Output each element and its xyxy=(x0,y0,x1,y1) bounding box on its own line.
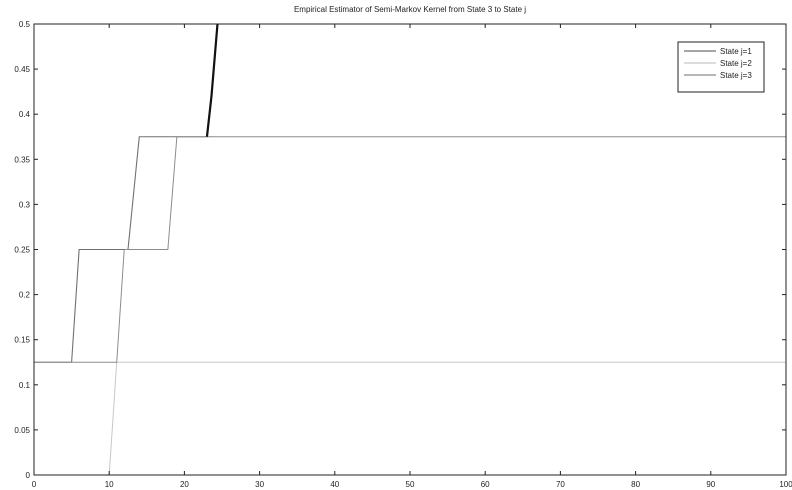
y-tick-label: 0.1 xyxy=(19,381,31,390)
y-tick-label: 0.4 xyxy=(19,110,31,119)
legend-label-3: State j=3 xyxy=(720,71,752,80)
x-tick-label: 20 xyxy=(180,480,189,489)
series-line-1 xyxy=(108,361,786,476)
chart-title: Empirical Estimator of Semi-Markov Kerne… xyxy=(294,5,526,14)
axes-layer: 0 10 20 30 40 50 60 70 80 90 100 0 0.05 0.1 0.15 0.2 0.2… xyxy=(14,20,792,489)
x-tick-label: 10 xyxy=(105,480,114,489)
x-tick-label: 100 xyxy=(779,480,792,489)
y-tick-label: 0.2 xyxy=(19,291,31,300)
y-tick-label: 0.3 xyxy=(19,200,31,209)
series-line-2 xyxy=(34,136,786,363)
plot-layer xyxy=(34,23,786,476)
x-tick-label: 60 xyxy=(481,480,490,489)
y-tick-label: 0.45 xyxy=(14,65,30,74)
legend-layer: State j=1 State j=2 State j=3 xyxy=(677,41,765,93)
y-tick-label: 0.05 xyxy=(14,426,30,435)
x-tick-label: 40 xyxy=(330,480,339,489)
legend-label-1: State j=1 xyxy=(720,47,752,56)
legend-label-2: State j=2 xyxy=(720,59,752,68)
x-tick-label: 70 xyxy=(556,480,565,489)
y-tick-label: 0.15 xyxy=(14,336,30,345)
y-tick-label: 0.35 xyxy=(14,155,30,164)
x-tick-label: 50 xyxy=(406,480,415,489)
y-tick-label: 0.25 xyxy=(14,246,30,255)
series-line-3 xyxy=(205,23,219,137)
series-line-0 xyxy=(34,23,219,363)
legend-box xyxy=(677,41,765,93)
x-tick-label: 80 xyxy=(631,480,640,489)
y-tick-label: 0 xyxy=(26,471,31,480)
x-tick-label: 90 xyxy=(706,480,715,489)
x-tick-label: 30 xyxy=(255,480,264,489)
x-tick-label: 0 xyxy=(32,480,37,489)
y-tick-label: 0.5 xyxy=(19,20,31,29)
